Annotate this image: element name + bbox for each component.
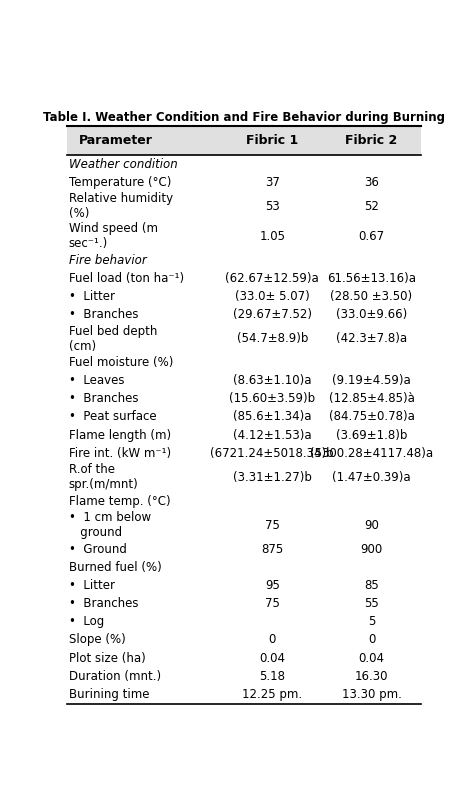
Text: Table I. Weather Condition and Fire Behavior during Burning: Table I. Weather Condition and Fire Beha…	[43, 110, 445, 124]
Text: (28.50 ±3.50): (28.50 ±3.50)	[330, 290, 413, 303]
Text: 0: 0	[268, 634, 276, 646]
Text: •  Litter: • Litter	[69, 579, 115, 592]
Text: Flame length (m): Flame length (m)	[69, 429, 171, 441]
Text: Temperature (°C): Temperature (°C)	[69, 176, 171, 189]
Text: •  Branches: • Branches	[69, 308, 138, 321]
Text: (3.31±1.27)b: (3.31±1.27)b	[233, 471, 312, 484]
Text: •  Ground: • Ground	[69, 542, 127, 556]
Text: Burned fuel (%): Burned fuel (%)	[69, 561, 161, 574]
Bar	[67, 125, 421, 155]
Text: (1.47±0.39)a: (1.47±0.39)a	[332, 471, 411, 484]
Text: 1.05: 1.05	[259, 229, 285, 243]
Text: Fuel bed depth
(cm): Fuel bed depth (cm)	[69, 325, 157, 353]
Text: •  Peat surface: • Peat surface	[69, 410, 156, 423]
Text: (5300.28±4117.48)a: (5300.28±4117.48)a	[310, 447, 433, 460]
Text: 0.67: 0.67	[358, 229, 385, 243]
Text: Slope (%): Slope (%)	[69, 634, 126, 646]
Text: 53: 53	[265, 200, 280, 213]
Text: (6721.24±5018.34)b: (6721.24±5018.34)b	[210, 447, 334, 460]
Text: •  Leaves: • Leaves	[69, 374, 124, 387]
Text: (33.0± 5.07): (33.0± 5.07)	[235, 290, 310, 303]
Text: Weather condition: Weather condition	[69, 158, 178, 171]
Text: 12.25 pm.: 12.25 pm.	[242, 688, 302, 701]
Text: 13.30 pm.: 13.30 pm.	[341, 688, 401, 701]
Text: (9.19±4.59)a: (9.19±4.59)a	[332, 374, 411, 387]
Text: •  1 cm below
   ground: • 1 cm below ground	[69, 511, 151, 539]
Text: 5.18: 5.18	[259, 670, 285, 683]
Text: 16.30: 16.30	[355, 670, 388, 683]
Text: (12.85±4.85)à: (12.85±4.85)à	[328, 392, 415, 405]
Text: •  Branches: • Branches	[69, 597, 138, 610]
Text: (15.60±3.59)b: (15.60±3.59)b	[229, 392, 315, 405]
Text: 900: 900	[360, 542, 383, 556]
Text: 90: 90	[364, 518, 379, 532]
Text: •  Branches: • Branches	[69, 392, 138, 405]
Text: Fibric 2: Fibric 2	[345, 134, 397, 147]
Text: Flame temp. (°C): Flame temp. (°C)	[69, 495, 170, 507]
Text: 36: 36	[364, 176, 379, 189]
Text: (4.12±1.53)a: (4.12±1.53)a	[233, 429, 312, 441]
Text: 875: 875	[261, 542, 283, 556]
Text: Duration (mnt.): Duration (mnt.)	[69, 670, 161, 683]
Text: Relative humidity
(%): Relative humidity (%)	[69, 192, 173, 221]
Text: (29.67±7.52): (29.67±7.52)	[233, 308, 312, 321]
Text: •  Litter: • Litter	[69, 290, 115, 303]
Text: 0: 0	[368, 634, 375, 646]
Text: 61.56±13.16)a: 61.56±13.16)a	[327, 272, 416, 285]
Text: 75: 75	[265, 518, 280, 532]
Text: Parameter: Parameter	[79, 134, 153, 147]
Text: 85: 85	[364, 579, 379, 592]
Text: (62.67±12.59)a: (62.67±12.59)a	[226, 272, 319, 285]
Text: (85.6±1.34)a: (85.6±1.34)a	[233, 410, 311, 423]
Text: Burining time: Burining time	[69, 688, 149, 701]
Text: 37: 37	[265, 176, 280, 189]
Text: 52: 52	[364, 200, 379, 213]
Text: (42.3±7.8)a: (42.3±7.8)a	[336, 332, 407, 345]
Text: Fire int. (kW m⁻¹): Fire int. (kW m⁻¹)	[69, 447, 171, 460]
Text: (8.63±1.10)a: (8.63±1.10)a	[233, 374, 311, 387]
Text: Fibric 1: Fibric 1	[246, 134, 298, 147]
Text: 55: 55	[364, 597, 379, 610]
Text: R.of the
spr.(m/mnt): R.of the spr.(m/mnt)	[69, 463, 139, 491]
Text: Fire behavior: Fire behavior	[69, 253, 147, 267]
Text: Fuel load (ton ha⁻¹): Fuel load (ton ha⁻¹)	[69, 272, 184, 285]
Text: (84.75±0.78)a: (84.75±0.78)a	[328, 410, 415, 423]
Text: 5: 5	[368, 615, 375, 628]
Text: 0.04: 0.04	[259, 652, 285, 665]
Text: (54.7±8.9)b: (54.7±8.9)b	[237, 332, 308, 345]
Text: 95: 95	[265, 579, 280, 592]
Text: Fuel moisture (%): Fuel moisture (%)	[69, 356, 173, 369]
Text: (33.0±9.66): (33.0±9.66)	[336, 308, 407, 321]
Text: 0.04: 0.04	[358, 652, 385, 665]
Text: 75: 75	[265, 597, 280, 610]
Text: Plot size (ha): Plot size (ha)	[69, 652, 146, 665]
Text: •  Log: • Log	[69, 615, 104, 628]
Text: Wind speed (m
sec⁻¹.): Wind speed (m sec⁻¹.)	[69, 222, 158, 250]
Text: (3.69±1.8)b: (3.69±1.8)b	[336, 429, 407, 441]
